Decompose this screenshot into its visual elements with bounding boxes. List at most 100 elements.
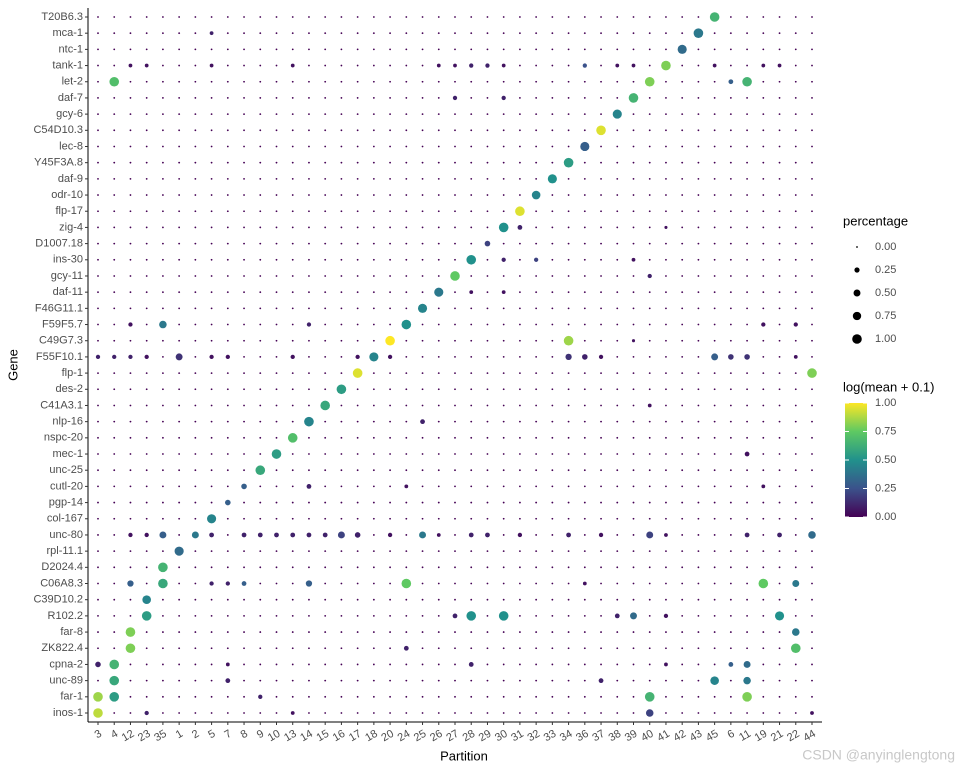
- dot: [454, 145, 456, 148]
- dot: [113, 275, 116, 277]
- dot: [241, 483, 247, 490]
- dot: [243, 97, 245, 99]
- dot: [178, 469, 181, 472]
- dot: [729, 388, 732, 391]
- dot: [600, 97, 602, 99]
- dot: [697, 679, 700, 682]
- dot: [616, 647, 619, 650]
- dot: [162, 420, 164, 423]
- dot: [129, 695, 132, 698]
- dot: [681, 647, 684, 650]
- dot: [762, 177, 765, 180]
- dot: [259, 161, 262, 164]
- dot: [535, 372, 538, 374]
- dot: [519, 420, 521, 423]
- dot: [729, 582, 732, 585]
- dot: [450, 271, 460, 281]
- dot: [519, 485, 521, 488]
- dot: [746, 712, 748, 714]
- dot: [178, 32, 181, 35]
- dot: [486, 307, 489, 310]
- dot: [389, 258, 391, 261]
- dot: [308, 145, 310, 148]
- dot: [519, 258, 521, 261]
- dot: [178, 339, 181, 342]
- dot: [372, 97, 375, 99]
- dot: [697, 534, 700, 536]
- dot: [226, 517, 229, 520]
- dot: [225, 354, 230, 360]
- dot: [405, 64, 408, 67]
- dot: [729, 145, 732, 148]
- dot: [535, 323, 538, 326]
- dot: [113, 388, 116, 391]
- dot: [291, 566, 294, 569]
- dot: [645, 709, 654, 717]
- dot: [729, 323, 732, 326]
- dot: [551, 631, 554, 633]
- dot: [275, 663, 278, 666]
- dot: [324, 16, 327, 18]
- dot: [567, 420, 570, 423]
- dot: [291, 453, 294, 455]
- dot: [356, 436, 359, 439]
- dot: [113, 453, 116, 455]
- dot: [762, 550, 765, 553]
- dot: [259, 32, 262, 35]
- dot: [502, 404, 505, 407]
- dot: [794, 372, 797, 374]
- dot: [258, 694, 263, 699]
- dot: [794, 226, 797, 229]
- dot: [533, 257, 539, 262]
- dot: [356, 258, 359, 261]
- dot: [308, 16, 310, 18]
- dot: [291, 679, 294, 682]
- dot: [243, 566, 245, 569]
- dot: [437, 453, 440, 455]
- dot: [681, 97, 684, 99]
- dot: [551, 453, 554, 455]
- dot: [632, 501, 635, 504]
- dot: [389, 291, 391, 294]
- dot: [306, 322, 312, 327]
- dot: [178, 663, 181, 666]
- dot: [97, 436, 99, 439]
- dot: [762, 32, 765, 35]
- dot: [551, 113, 554, 116]
- dot: [535, 582, 538, 585]
- dot: [746, 307, 748, 310]
- dot: [405, 614, 408, 617]
- dot: [648, 614, 651, 617]
- dot: [794, 614, 797, 617]
- dot: [777, 532, 782, 538]
- dot: [354, 532, 361, 538]
- dot: [519, 275, 521, 277]
- dot: [681, 64, 684, 67]
- dot: [713, 453, 716, 455]
- dot: [437, 32, 440, 35]
- dot: [210, 339, 213, 342]
- dot: [290, 63, 295, 68]
- dot: [811, 566, 813, 569]
- dot: [97, 534, 99, 536]
- dot: [145, 501, 148, 504]
- dot: [401, 578, 412, 589]
- dot: [567, 16, 570, 18]
- dot: [697, 695, 700, 698]
- dot: [519, 582, 521, 585]
- dot: [421, 339, 424, 342]
- dot: [112, 354, 117, 360]
- dot: [210, 226, 213, 229]
- dot: [405, 663, 408, 666]
- dot: [194, 679, 197, 682]
- dot: [95, 661, 101, 668]
- dot: [178, 307, 181, 310]
- dot: [502, 307, 505, 310]
- dot: [600, 339, 602, 342]
- dot: [743, 660, 751, 668]
- dot: [113, 323, 116, 326]
- dot: [762, 161, 765, 164]
- dot: [811, 469, 813, 472]
- dot: [567, 614, 570, 617]
- dot: [97, 48, 99, 51]
